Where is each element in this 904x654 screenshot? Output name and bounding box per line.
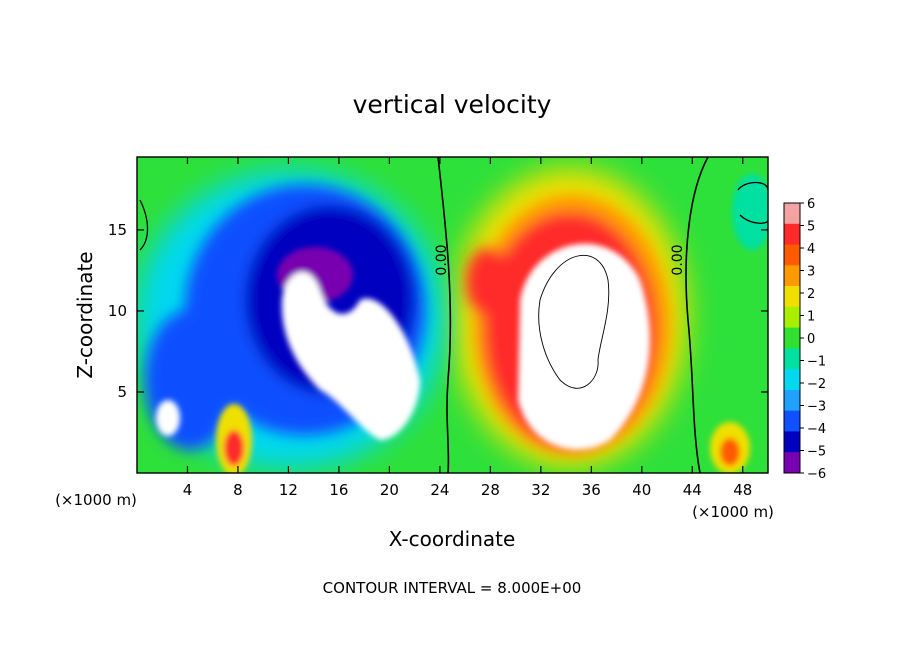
velocity-field [137,157,768,473]
x-tick-label: 24 [430,481,449,499]
colorbar-swatch [784,244,800,266]
x-tick-label: 12 [279,481,298,499]
colorbar-swatch [784,306,800,329]
colorbar-swatch [784,286,800,308]
colorbar-swatch [784,431,800,453]
colorbar-swatch [784,452,800,474]
x-tick-label: 20 [380,481,399,499]
x-tick-label: 40 [632,481,651,499]
plot-frame [136,156,769,474]
x-tick-label: 28 [481,481,500,499]
x-tick-label: 48 [733,481,752,499]
y-tick-label: 5 [117,383,127,401]
colorbar-swatch [784,389,800,412]
colorbar: 6 5 4 3 2 1 0 −1 −2 −3 −4 −5 −6 [783,197,826,482]
x-axis-ticks: 4 8 12 16 20 24 28 32 36 40 44 48 [183,157,752,499]
colorbar-swatch [784,348,800,370]
colorbar-swatch [784,203,800,225]
contour-label-left: 0.00 [434,244,450,275]
colorbar-swatch [784,369,800,391]
y-axis-ticks: 5 10 15 [108,221,768,401]
colorbar-swatch [784,327,800,349]
colorbar-label: −2 [807,377,826,392]
chart-title: vertical velocity [353,90,552,119]
colorbar-label: 5 [807,220,815,235]
colorbar-label: −1 [807,355,826,370]
colorbar-swatch [784,410,800,432]
x-tick-label: 8 [233,481,243,499]
y-tick-label: 10 [108,302,127,320]
colorbar-label: −4 [807,422,826,437]
colorbar-label: 4 [807,242,815,257]
colorbar-label: 1 [807,310,815,325]
colorbar-swatch [784,265,800,287]
colorbar-label: 2 [807,287,815,302]
colorbar-label: 3 [807,265,815,280]
colorbar-label: −3 [807,400,826,415]
colorbar-swatch [784,223,800,246]
colorbar-label: −6 [807,467,826,482]
y-axis-label: Z-coordinate [73,251,97,378]
colorbar-label: 6 [807,197,815,212]
x-unit-right: (×1000 m) [692,503,774,521]
colorbar-label: 0 [807,332,815,347]
colorbar-label: −5 [807,445,826,460]
x-tick-label: 36 [582,481,601,499]
contour-interval-note: CONTOUR INTERVAL = 8.000E+00 [323,579,582,597]
x-tick-label: 4 [183,481,193,499]
y-tick-label: 15 [108,221,127,239]
x-unit-left: (×1000 m) [55,491,137,509]
x-tick-label: 32 [531,481,550,499]
x-axis-label: X-coordinate [389,527,516,551]
contour-label-right: 0.00 [670,244,686,275]
x-tick-label: 16 [329,481,348,499]
x-tick-label: 44 [683,481,702,499]
